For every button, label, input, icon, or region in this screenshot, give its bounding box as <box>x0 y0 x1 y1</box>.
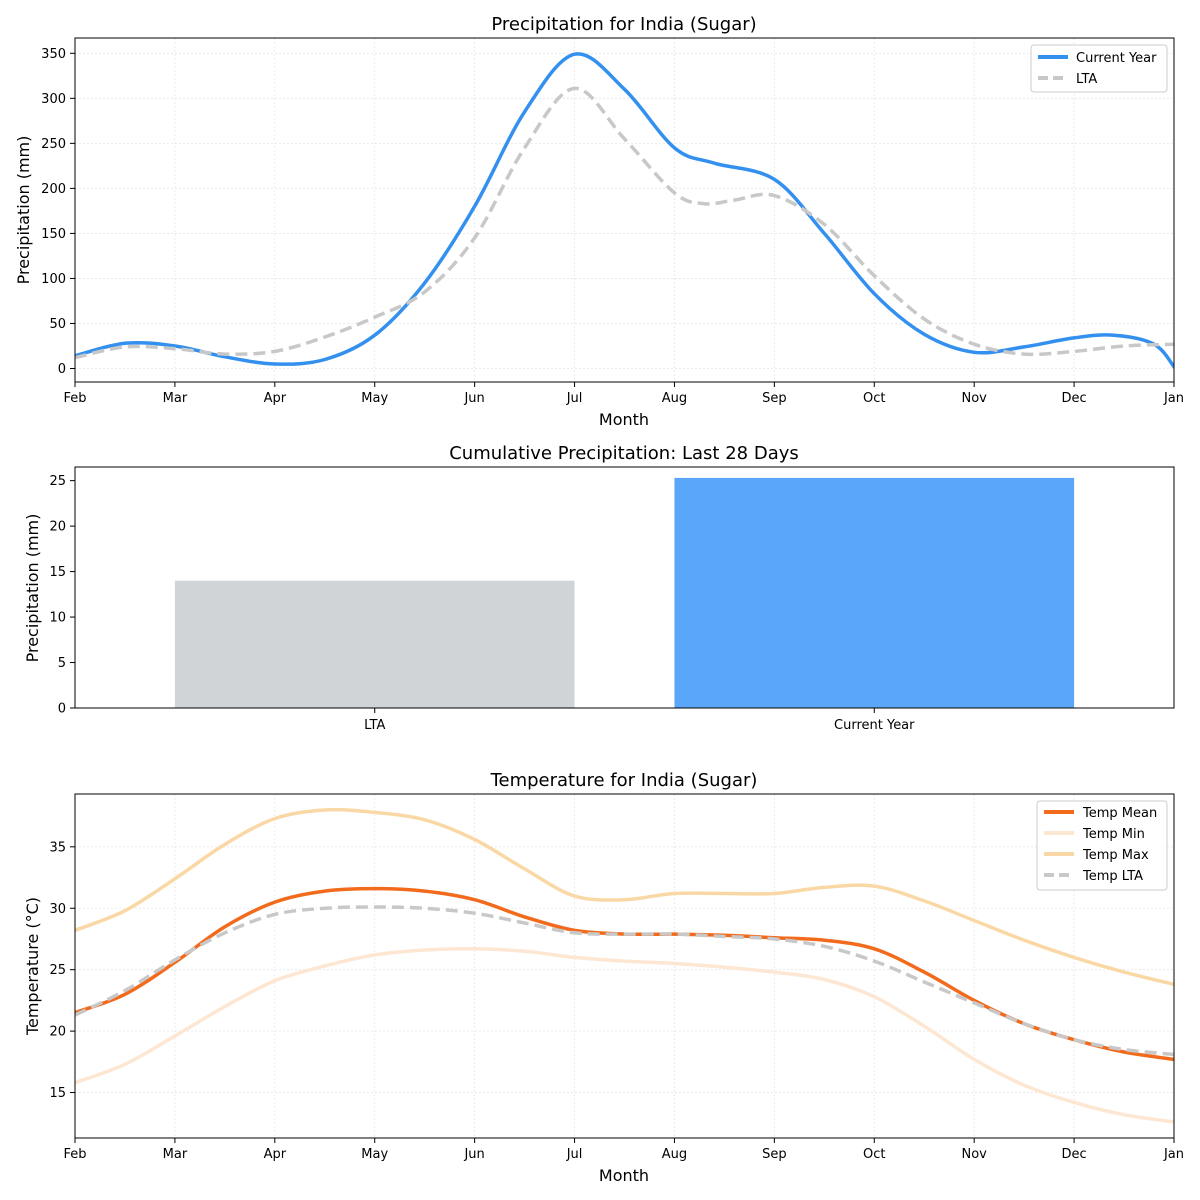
cumulative-y-tick-label-5: 5 <box>58 656 66 671</box>
precipitation-series-current-year <box>75 52 1174 369</box>
precipitation-x-tick-label-dec: Dec <box>1062 391 1087 406</box>
cumulative-bars <box>174 477 1075 708</box>
precipitation-x-tick-label-mar: Mar <box>163 391 188 406</box>
temperature-chart-title: Temperature for India (Sugar) <box>490 770 758 791</box>
temperature-legend-box <box>1036 800 1168 891</box>
precipitation-series-lta <box>75 86 1174 360</box>
precipitation-line-chart: Precipitation for India (Sugar) Feb Mar Ap… <box>14 14 1184 429</box>
cumulative-y-axis-label: Precipitation (mm) <box>23 514 42 663</box>
precipitation-x-tick-label-apr: Apr <box>264 391 287 406</box>
precipitation-y-tick-label-350: 350 <box>41 47 66 62</box>
legend-label-temp-mean: Temp Mean <box>1082 806 1157 821</box>
precipitation-y-tick-label-250: 250 <box>41 137 66 152</box>
temperature-grid <box>74 794 1175 1138</box>
precipitation-ticks: Feb Mar Apr May Jun Jul Aug Sep Oct Nov Dec Jan 0 50 1… <box>41 47 1184 406</box>
cumulative-bar-lta <box>174 580 575 708</box>
temperature-x-axis-label: Month <box>599 1166 649 1185</box>
precipitation-y-tick-label-200: 200 <box>41 182 66 197</box>
cumulative-y-tick-label-20: 20 <box>49 520 66 535</box>
temperature-y-tick-label-35: 35 <box>49 840 66 855</box>
cumulative-ticks: 0 5 10 15 20 25 LTA Current Year <box>49 474 915 733</box>
temperature-x-tick-label-apr: Apr <box>264 1147 287 1162</box>
precipitation-x-axis-label: Month <box>599 410 649 429</box>
legend-label-lta: LTA <box>1076 72 1097 87</box>
temperature-x-tick-label-dec: Dec <box>1062 1147 1087 1162</box>
legend-label-temp-lta: Temp LTA <box>1082 869 1143 884</box>
precipitation-x-tick-label-jul: Jul <box>566 391 583 406</box>
temperature-plot-frame <box>74 793 1175 1139</box>
legend-label-current-year: Current Year <box>1076 51 1157 66</box>
cumulative-y-tick-label-25: 25 <box>49 474 66 489</box>
temperature-x-tick-label-aug: Aug <box>662 1147 687 1162</box>
precipitation-x-tick-label-nov: Nov <box>961 391 987 406</box>
cumulative-y-tick-label-0: 0 <box>58 702 66 717</box>
cumulative-y-tick-label-10: 10 <box>49 611 66 626</box>
precipitation-x-tick-label-aug: Aug <box>662 391 687 406</box>
temperature-y-tick-label-15: 15 <box>49 1086 66 1101</box>
precipitation-x-tick-label-sep: Sep <box>762 391 787 406</box>
temperature-series-temp-max <box>75 807 1174 987</box>
precipitation-chart-title: Precipitation for India (Sugar) <box>491 14 756 35</box>
temperature-series-temp-mean <box>75 886 1174 1062</box>
precipitation-y-tick-label-50: 50 <box>49 317 66 332</box>
cumulative-precipitation-bar-chart: Cumulative Precipitation: Last 28 Days 0… <box>23 443 1175 733</box>
precipitation-y-tick-label-150: 150 <box>41 227 66 242</box>
precipitation-x-tick-label-feb: Feb <box>63 391 86 406</box>
cumulative-chart-title: Cumulative Precipitation: Last 28 Days <box>449 443 799 464</box>
temperature-y-tick-label-30: 30 <box>49 902 66 917</box>
temperature-legend: Temp Mean Temp Min Temp Max Temp LTA <box>1036 800 1168 891</box>
cumulative-y-tick-label-15: 15 <box>49 565 66 580</box>
precipitation-x-tick-label-may: May <box>361 391 388 406</box>
temperature-y-axis-label: Temperature (°C) <box>23 897 42 1036</box>
temperature-series <box>75 807 1174 1124</box>
temperature-x-tick-label-jun: Jun <box>463 1147 484 1162</box>
precipitation-legend: Current Year LTA <box>1030 44 1168 93</box>
precipitation-x-tick-label-oct: Oct <box>863 391 885 406</box>
precipitation-y-tick-label-0: 0 <box>58 362 66 377</box>
temperature-x-tick-label-nov: Nov <box>961 1147 987 1162</box>
cumulative-x-tick-label-lta: LTA <box>364 718 385 733</box>
temperature-y-tick-label-20: 20 <box>49 1025 66 1040</box>
precipitation-grid <box>74 38 1175 382</box>
cumulative-bar-current-year <box>674 477 1075 708</box>
legend-label-temp-max: Temp Max <box>1082 848 1149 863</box>
precipitation-y-tick-label-300: 300 <box>41 92 66 107</box>
temperature-series-temp-min <box>75 947 1174 1124</box>
temperature-ticks: Feb Mar Apr May Jun Jul Aug Sep Oct Nov Dec Jan 15 20… <box>49 840 1184 1162</box>
precipitation-x-tick-label-jun: Jun <box>463 391 484 406</box>
temperature-x-tick-label-jul: Jul <box>566 1147 583 1162</box>
cumulative-x-tick-label-current-year: Current Year <box>834 718 915 733</box>
cumulative-plot-frame <box>74 466 1175 709</box>
temperature-y-tick-label-25: 25 <box>49 963 66 978</box>
temperature-x-tick-label-mar: Mar <box>163 1147 188 1162</box>
temperature-x-tick-label-jan: Jan <box>1163 1147 1184 1162</box>
precipitation-y-axis-label: Precipitation (mm) <box>14 136 33 285</box>
precipitation-series <box>75 52 1174 369</box>
temperature-x-tick-label-feb: Feb <box>63 1147 86 1162</box>
temperature-x-tick-label-oct: Oct <box>863 1147 885 1162</box>
temperature-x-tick-label-may: May <box>361 1147 388 1162</box>
temperature-series-temp-lta <box>75 905 1174 1057</box>
temperature-line-chart: Temperature for India (Sugar) Feb Mar Apr M… <box>23 770 1184 1185</box>
precipitation-plot-frame <box>74 37 1175 383</box>
precipitation-x-tick-label-jan: Jan <box>1163 391 1184 406</box>
precipitation-y-tick-label-100: 100 <box>41 272 66 287</box>
legend-label-temp-min: Temp Min <box>1082 827 1145 842</box>
temperature-x-tick-label-sep: Sep <box>762 1147 787 1162</box>
